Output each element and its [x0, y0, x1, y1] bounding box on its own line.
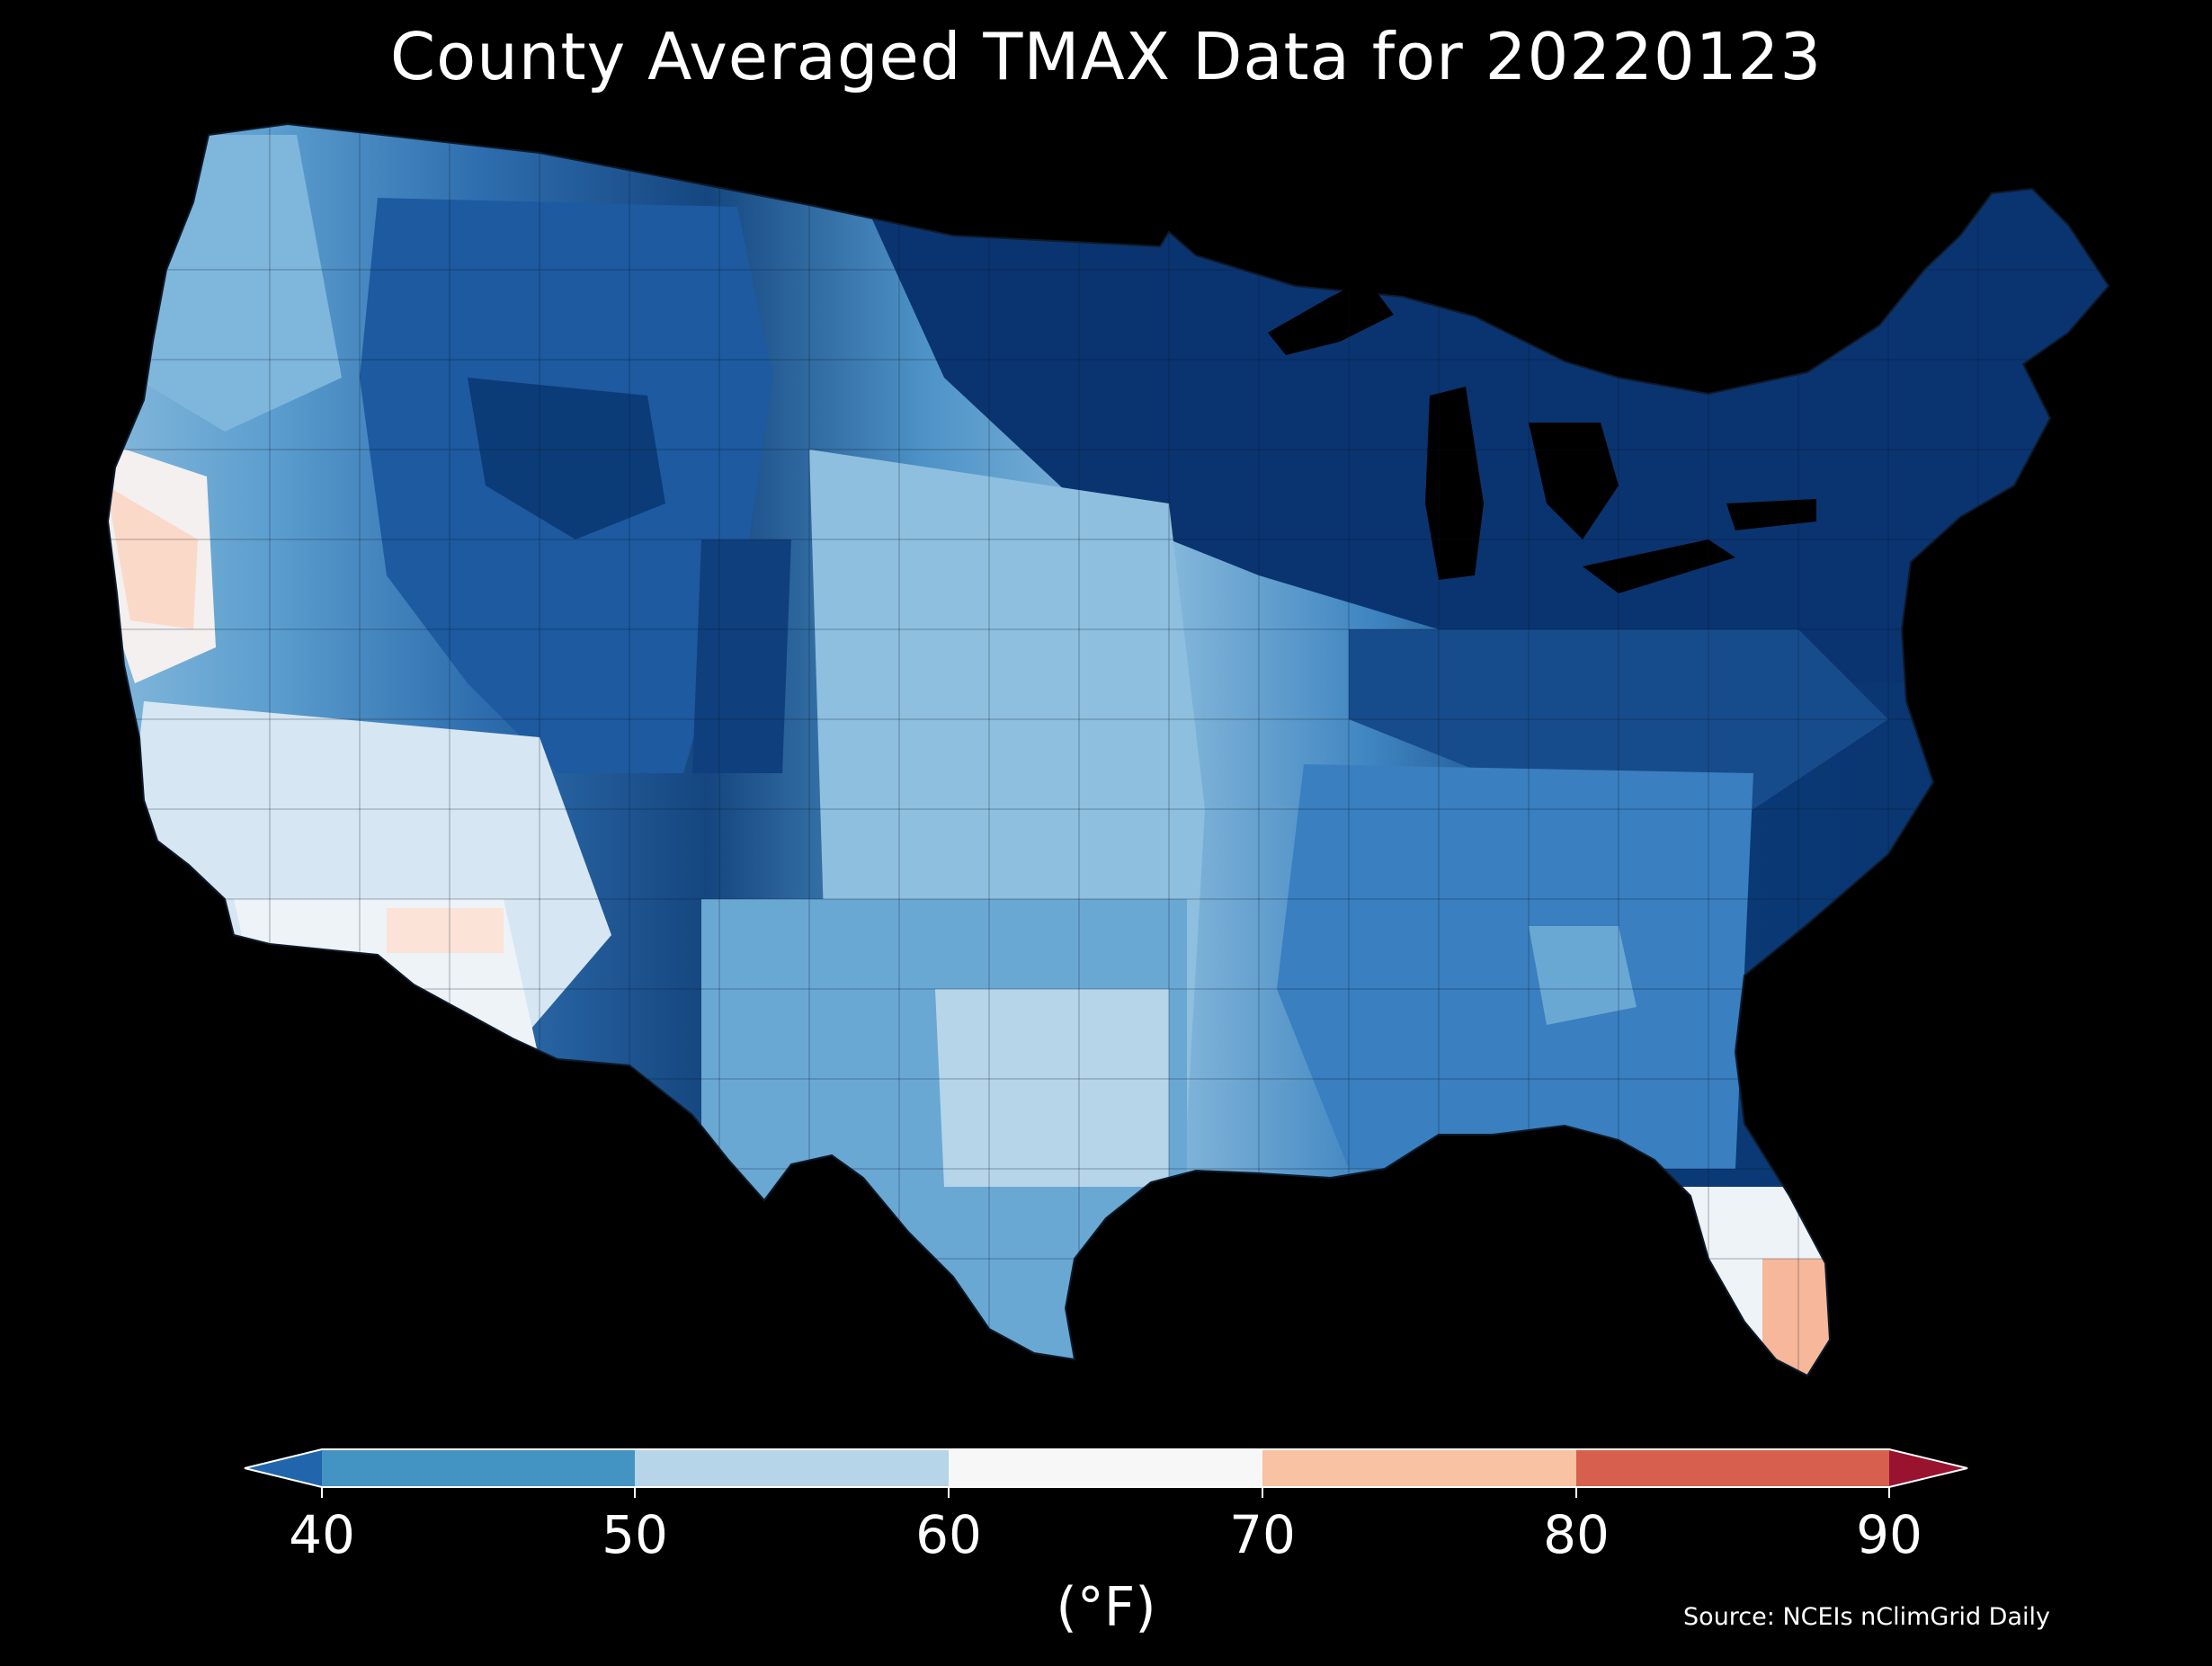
colorbar-bin-70-80: [1262, 1449, 1576, 1487]
colorbar-bin-40-50: [322, 1449, 635, 1487]
colorbar-unit-label: (°F): [1056, 1576, 1156, 1639]
colorbar-extend-high: [1889, 1449, 1967, 1487]
colorbar-tick-50: 50: [602, 1504, 668, 1565]
lake-superior: [1268, 279, 1394, 355]
map-title: County Averaged TMAX Data for 20220123: [389, 19, 1823, 94]
lake-ontario: [1726, 499, 1816, 530]
lake-huron: [1529, 423, 1619, 539]
colorbar-extend-low: [245, 1449, 322, 1487]
colorbar-tick-80: 80: [1543, 1504, 1610, 1565]
colorbar-tick-70: 70: [1229, 1504, 1296, 1565]
lake-erie: [1583, 539, 1735, 593]
colorbar-bin-80-90: [1576, 1449, 1889, 1487]
colorbar-tick-60: 60: [915, 1504, 982, 1565]
lake-michigan: [1425, 387, 1484, 580]
colorbar-bin-60-70: [949, 1449, 1262, 1487]
source-credit: Source: NCEIs nClimGrid Daily: [1683, 1603, 2050, 1631]
colorbar-bin-50-60: [635, 1449, 949, 1487]
colorbar-tick-90: 90: [1856, 1504, 1922, 1565]
colorbar-tick-40: 40: [289, 1504, 355, 1565]
